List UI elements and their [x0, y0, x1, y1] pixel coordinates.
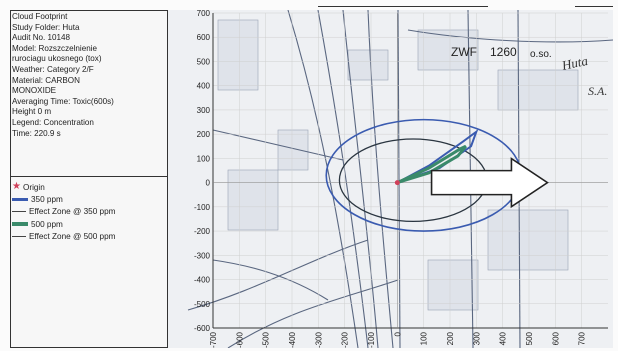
- legend: ★ Origin 350 ppm Effect Zone @ 350 ppm 5…: [12, 181, 166, 243]
- y-tick-label: 500: [197, 57, 211, 66]
- legend-label: Effect Zone @ 500 ppm: [29, 232, 116, 242]
- map-street: [407, 29, 613, 43]
- info-material-cont: MONOXIDE: [12, 86, 57, 96]
- y-tick-label: -200: [194, 227, 211, 236]
- y-tick-label: 600: [197, 33, 211, 42]
- x-tick-label: -500: [262, 331, 271, 348]
- map-streets: [187, 10, 613, 348]
- x-tick-label: 300: [472, 331, 481, 345]
- legend-item-500ppm: 500 ppm: [12, 218, 166, 230]
- info-averaging-time: Averaging Time: Toxic(600s): [12, 96, 114, 106]
- plot-grid: [212, 12, 608, 329]
- plume-500-ppm: [396, 144, 467, 185]
- map-label-sa: S.A.: [588, 84, 607, 98]
- map-label-extra: o.so.: [530, 49, 552, 60]
- info-study-folder: Study Folder: Huta: [12, 22, 80, 32]
- map-block: [217, 19, 259, 91]
- map-block: [277, 129, 309, 171]
- map-street: [342, 10, 379, 348]
- legend-label: 500 ppm: [31, 219, 63, 229]
- info-model-cont: rurociagu ukosnego (tox): [12, 54, 102, 64]
- map-block: [427, 259, 479, 311]
- y-tick-label: 400: [197, 82, 211, 91]
- x-tick-label: 700: [578, 331, 587, 345]
- map-block: [497, 69, 579, 111]
- top-border-line: [575, 6, 613, 7]
- map-block: [487, 209, 569, 271]
- y-tick-label: -100: [194, 203, 211, 212]
- y-tick-label: -600: [194, 324, 211, 333]
- legend-item-effect-500: Effect Zone @ 500 ppm: [12, 231, 166, 243]
- map-block: [227, 169, 279, 231]
- origin-marker: [394, 180, 400, 186]
- info-title: Cloud Footprint: [12, 12, 68, 21]
- wind-arrow-icon: [430, 157, 549, 209]
- top-border-line: [318, 6, 488, 7]
- green-line-icon: [12, 222, 28, 227]
- map-label-number: 1260: [490, 45, 517, 59]
- y-tick-label: -300: [194, 251, 211, 260]
- x-tick-label: -600: [235, 331, 244, 348]
- info-height: Height 0 m: [12, 107, 52, 117]
- map-labels: ZWF 1260 o.so. Huta S.A.: [451, 45, 607, 98]
- legend-label: Effect Zone @ 350 ppm: [29, 207, 116, 217]
- dispersion-map: 700 600 500 400 300 200 100 0 -100 -200 -300 -400 -5…: [168, 10, 613, 348]
- x-tick-label: 600: [551, 331, 560, 345]
- info-weather: Weather: Category 2/F: [12, 64, 94, 74]
- x-tick-label: -300: [314, 331, 323, 348]
- x-tick-label: 200: [446, 331, 455, 345]
- legend-item-origin: ★ Origin: [12, 181, 166, 193]
- thin-line-icon: [12, 211, 26, 213]
- star-icon: ★: [12, 181, 21, 193]
- y-tick-label: 0: [206, 179, 211, 188]
- axis-ticks: 700 600 500 400 300 200 100 0 -100 -200 -300 -400 -5…: [194, 10, 587, 348]
- map-street: [212, 129, 344, 161]
- map-street: [367, 10, 394, 348]
- x-tick-label: 100: [420, 331, 429, 345]
- y-tick-label: 100: [197, 154, 211, 163]
- y-tick-label: 300: [197, 106, 211, 115]
- info-material: Material: CARBON: [12, 75, 80, 85]
- legend-item-effect-350: Effect Zone @ 350 ppm: [12, 206, 166, 218]
- blue-line-icon: [12, 198, 28, 202]
- x-tick-label: 400: [499, 331, 508, 345]
- x-tick-label: 500: [525, 331, 534, 345]
- legend-label: Origin: [22, 182, 45, 192]
- panel-divider-horizontal: [10, 176, 167, 177]
- info-audit-no: Audit No. 10148: [12, 33, 71, 43]
- map-street: [212, 259, 329, 301]
- map-label-zwf: ZWF: [451, 45, 477, 59]
- x-tick-label: -200: [341, 331, 350, 348]
- thin-line-icon: [12, 236, 26, 238]
- x-tick-label: -100: [367, 331, 376, 348]
- map-label-huta: Huta: [560, 53, 590, 73]
- y-tick-label: -400: [194, 276, 211, 285]
- x-tick-label: -400: [288, 331, 297, 348]
- legend-item-350ppm: 350 ppm: [12, 193, 166, 205]
- legend-label: 350 ppm: [31, 195, 63, 205]
- plot-marks: [325, 118, 549, 232]
- x-tick-label: -700: [209, 331, 218, 348]
- info-model: Model: Rozszczelnienie: [12, 43, 98, 53]
- x-tick-label: 0: [393, 331, 402, 336]
- y-tick-label: 200: [197, 130, 211, 139]
- info-legend: Legend: Concentration: [12, 117, 94, 127]
- info-time: Time: 220.9 s: [12, 128, 61, 138]
- map-street: [397, 10, 401, 348]
- y-tick-label: 700: [197, 10, 211, 18]
- map-block: [347, 49, 389, 81]
- study-info-panel: Cloud Footprint Study Folder: Huta Audit…: [12, 12, 166, 172]
- panel-divider-vertical: [167, 10, 168, 348]
- map-street: [187, 239, 369, 311]
- y-tick-label: -500: [194, 300, 211, 309]
- map-street: [227, 279, 399, 348]
